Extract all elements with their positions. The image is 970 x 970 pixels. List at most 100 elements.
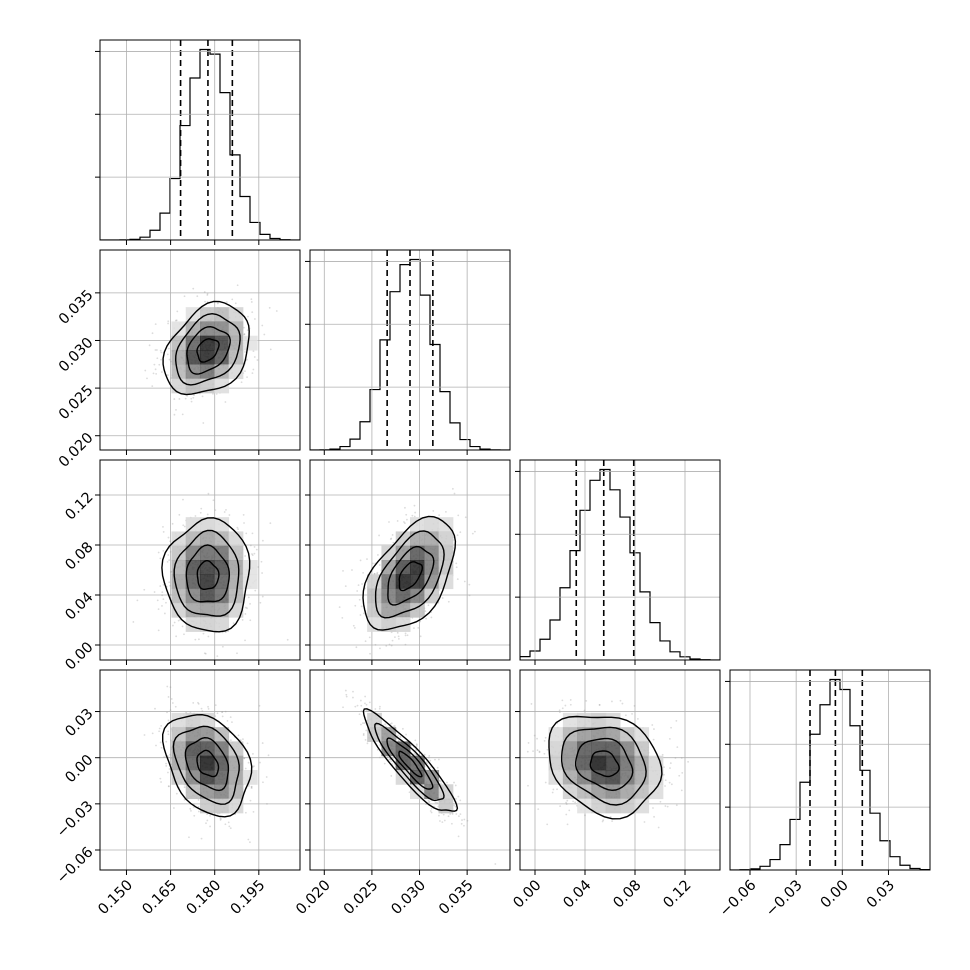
- scatter-point: [453, 804, 456, 807]
- scatter-point: [175, 319, 178, 322]
- density-cell: [577, 712, 592, 728]
- scatter-point: [430, 616, 433, 619]
- density-cell: [367, 588, 382, 604]
- scatter-point: [167, 696, 170, 698]
- panel-frame: [519, 459, 721, 661]
- scatter-point: [167, 536, 170, 539]
- scatter-point: [265, 776, 268, 778]
- scatter-point: [668, 737, 671, 740]
- scatter-point: [243, 333, 246, 335]
- scatter-point: [169, 584, 171, 587]
- density-cell: [424, 517, 440, 532]
- panel-frame: [99, 249, 301, 451]
- contour-line: [174, 312, 241, 386]
- scatter-point: [167, 347, 170, 350]
- scatter-point: [356, 704, 359, 707]
- scatter-panel: [95, 459, 301, 665]
- scatter-point: [228, 825, 231, 828]
- scatter-point: [390, 760, 393, 763]
- scatter-point: [216, 302, 219, 305]
- scatter-point: [246, 607, 248, 610]
- scatter-point: [568, 809, 571, 812]
- scatter-point: [214, 509, 217, 512]
- density-cell: [185, 321, 201, 337]
- x-tick-label: 0.165: [140, 877, 181, 918]
- scatter-point: [566, 799, 569, 802]
- scatter-point: [437, 758, 440, 761]
- scatter-point: [408, 791, 411, 794]
- scatter-point: [653, 728, 655, 730]
- scatter-point: [399, 735, 402, 738]
- scatter-point: [206, 292, 209, 295]
- scatter-point: [197, 805, 200, 808]
- scatter-point: [255, 548, 258, 551]
- scatter-point: [259, 761, 261, 764]
- scatter-point: [158, 363, 161, 366]
- scatter-point: [428, 754, 431, 757]
- contour-line: [362, 515, 457, 631]
- scatter-point: [454, 805, 457, 808]
- density-cell: [605, 712, 621, 728]
- scatter-point: [153, 363, 156, 366]
- scatter-point: [169, 709, 172, 712]
- scatter-point: [169, 571, 172, 573]
- scatter-point: [379, 744, 382, 746]
- scatter-point: [390, 775, 393, 777]
- scatter-point: [243, 522, 245, 524]
- density-cell: [200, 545, 215, 561]
- scatter-point: [224, 401, 227, 403]
- y-tick-label: 0.025: [56, 382, 97, 423]
- scatter-point: [244, 351, 246, 353]
- scatter-point: [251, 766, 254, 768]
- scatter-point: [415, 749, 417, 752]
- scatter-point: [508, 734, 510, 736]
- scatter-point: [244, 811, 247, 814]
- scatter-point: [442, 813, 445, 816]
- scatter-point: [440, 782, 442, 785]
- y-tick-label: 0.00: [63, 752, 97, 786]
- density-cell: [171, 350, 187, 365]
- contours: [161, 517, 251, 633]
- scatter-point: [379, 705, 381, 708]
- scatter-point: [365, 703, 368, 706]
- scatter-point: [209, 825, 211, 828]
- scatter-point: [404, 643, 407, 646]
- density-cell: [214, 574, 230, 590]
- scatter-point: [561, 699, 564, 702]
- scatter-point: [438, 779, 441, 782]
- scatter-point: [225, 301, 228, 304]
- scatter-point: [206, 813, 208, 816]
- density-cell: [228, 531, 244, 547]
- density-cell: [634, 727, 650, 742]
- scatter-point: [157, 629, 160, 632]
- scatter-point: [183, 525, 186, 528]
- scatter-point: [197, 701, 199, 704]
- scatter-point: [251, 553, 253, 555]
- scatter-point: [356, 590, 359, 592]
- contours: [362, 515, 457, 631]
- scatter-point: [192, 702, 195, 704]
- scatter-point: [413, 504, 416, 507]
- density-cell: [214, 378, 230, 394]
- scatter-point: [360, 605, 363, 608]
- scatter-point: [661, 753, 664, 756]
- scatter-point: [159, 777, 162, 780]
- density-cell: [634, 798, 650, 814]
- density-cell: [424, 770, 440, 785]
- density-cell: [185, 378, 201, 394]
- density-cell: [562, 784, 578, 800]
- scatter-point: [201, 710, 204, 713]
- scatter-point: [240, 739, 242, 742]
- y-tick-label: 0.03: [63, 706, 97, 740]
- scatter-point: [165, 762, 167, 765]
- y-tick-label: 0.020: [56, 430, 97, 471]
- scatter-point: [251, 372, 254, 375]
- scatter-point: [167, 719, 170, 722]
- scatter-point: [242, 326, 245, 329]
- density-cell: [185, 784, 201, 800]
- density-cell: [548, 755, 564, 771]
- scatter-point: [242, 738, 244, 741]
- density-cell: [185, 517, 201, 532]
- scatter-point: [169, 360, 172, 363]
- density-cell: [438, 545, 454, 561]
